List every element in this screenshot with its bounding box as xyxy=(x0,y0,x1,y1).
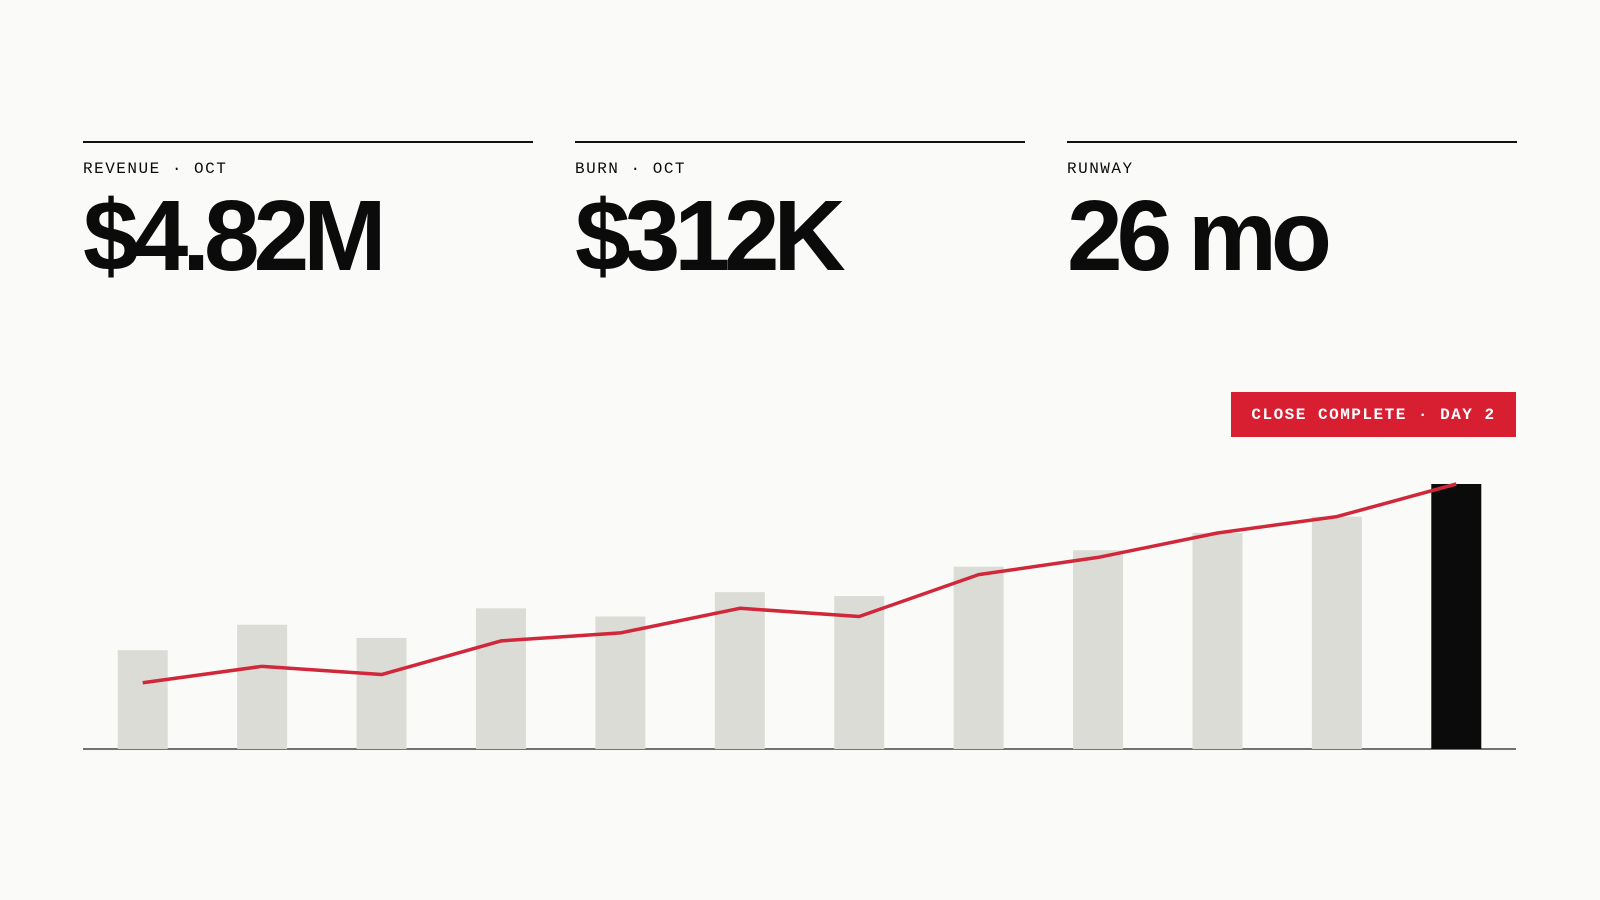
kpi-card: REVENUE · OCT $4.82M xyxy=(83,141,533,286)
kpi-value: 26 mo xyxy=(1067,180,1332,292)
line xyxy=(142,482,1457,685)
kpi-card: RUNWAY 26 mo xyxy=(1067,141,1517,286)
kpi-value: $4.82M xyxy=(83,180,387,292)
bar xyxy=(834,596,885,749)
kpi-label: BURN · OCT xyxy=(575,160,687,178)
bar xyxy=(1431,484,1482,749)
kpi-card: BURN · OCT $312K xyxy=(575,141,1025,286)
bar xyxy=(237,624,288,749)
bar xyxy=(117,650,168,749)
status-badge: CLOSE COMPLETE · DAY 2 xyxy=(1231,392,1516,437)
bar xyxy=(475,608,526,749)
bar xyxy=(1192,533,1243,749)
bar xyxy=(595,616,646,749)
kpi-value: $312K xyxy=(575,180,846,292)
bar xyxy=(356,637,407,749)
bar xyxy=(714,592,765,749)
kpi-label: RUNWAY xyxy=(1067,160,1134,178)
kpi-label: REVENUE · OCT xyxy=(83,160,228,178)
bar xyxy=(1073,550,1124,749)
bar xyxy=(1311,516,1362,749)
bar xyxy=(953,566,1004,749)
